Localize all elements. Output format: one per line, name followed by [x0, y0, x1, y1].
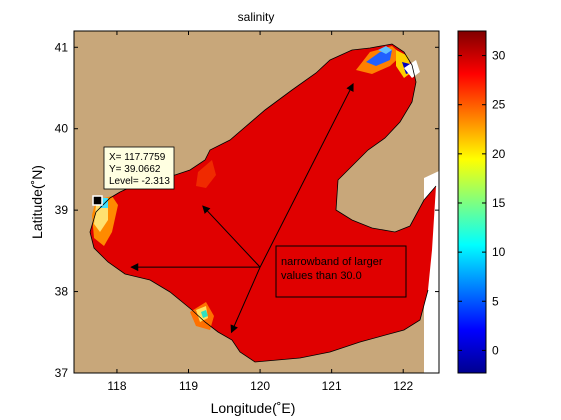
y-axis-label: Latitude(˚N) — [29, 165, 45, 239]
datatip-marker[interactable] — [92, 195, 103, 206]
colorbar-tick-label: 20 — [492, 147, 506, 161]
sea-field — [89, 43, 439, 373]
colorbar — [457, 30, 487, 374]
x-tick-label: 121 — [322, 379, 342, 393]
annotation-frame — [275, 245, 407, 298]
annotation-arrow — [202, 205, 261, 268]
colorbar-tick-label: 25 — [492, 98, 506, 112]
colorbar-tick-label: 15 — [492, 196, 506, 210]
y-tick-label: 40 — [55, 122, 69, 136]
y-axis-ticks: 37 38 39 40 41 — [55, 40, 439, 380]
colorbar-tick-label: 30 — [492, 49, 506, 63]
y-tick-label: 37 — [55, 366, 69, 380]
axes-frame — [73, 30, 440, 374]
annotation-box: narrowband of larger values than 30.0 — [275, 245, 407, 298]
plume-northwest — [196, 160, 216, 188]
annotation-arrow — [259, 83, 354, 268]
colorbar-tick-label: 0 — [492, 343, 499, 357]
plume-northeast-core — [366, 50, 392, 66]
annotation-arrows — [130, 83, 354, 334]
annotation-line-1: narrowband of larger — [281, 256, 383, 268]
datatip-x: X= 117.7759 — [109, 152, 166, 163]
plume-west-yellow — [94, 202, 108, 232]
annotation-arrow — [230, 266, 261, 334]
plume-northeast-light — [378, 46, 392, 54]
x-tick-label: 118 — [107, 379, 126, 393]
x-tick-label: 122 — [393, 379, 413, 393]
x-tick-label: 119 — [179, 379, 198, 393]
coastline — [119, 43, 437, 233]
white-channel — [404, 60, 420, 78]
datatip-y: Y= 39.0662 — [109, 164, 161, 175]
y-tick-label: 38 — [55, 285, 69, 299]
colorbar-tick-label: 5 — [492, 294, 499, 308]
x-axis-label: Longitude(˚E) — [211, 400, 296, 416]
sea-region — [90, 44, 436, 362]
datatip-level: Level= -2.313 — [109, 176, 170, 187]
coastline-south — [89, 191, 429, 363]
datatip[interactable]: X= 117.7759 Y= 39.0662 Level= -2.313 — [92, 146, 175, 206]
annotation-line-2: values than 30.0 — [281, 270, 362, 282]
plume-southwest-cyan — [201, 310, 208, 318]
x-axis-ticks: 118 119 120 121 122 — [107, 31, 414, 393]
x-tick-label: 120 — [250, 379, 270, 393]
chart-title: salinity — [238, 10, 275, 24]
colorbar-ticks: 0 5 10 15 20 25 30 — [458, 49, 506, 357]
datatip-box — [103, 146, 175, 190]
y-tick-label: 39 — [55, 203, 69, 217]
y-tick-label: 41 — [55, 40, 69, 54]
colorbar-tick-label: 10 — [492, 245, 506, 259]
